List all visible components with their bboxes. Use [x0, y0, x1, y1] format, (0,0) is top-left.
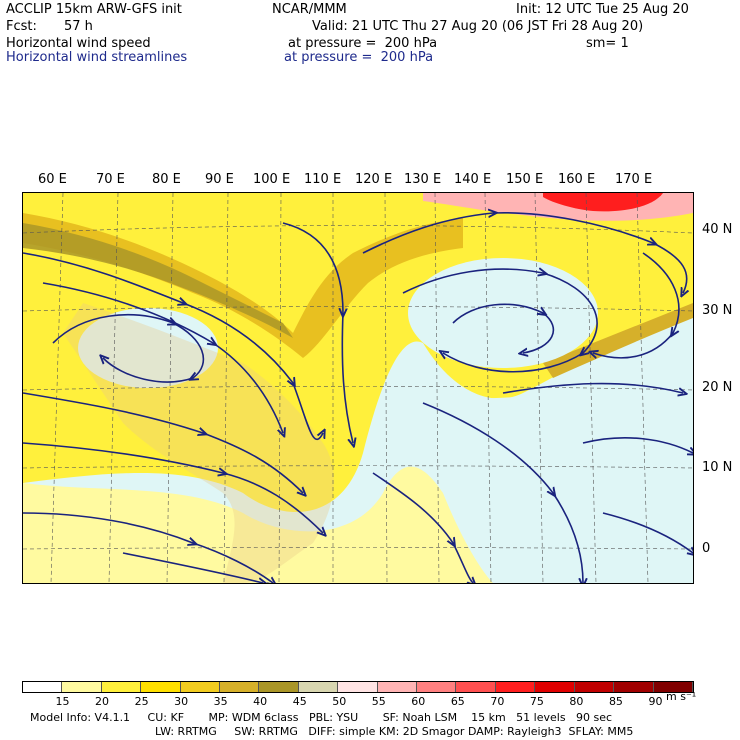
colorbar-unit: m s⁻¹ — [666, 690, 697, 703]
lon-label: 100 E — [253, 172, 291, 187]
lon-label: 120 E — [355, 172, 393, 187]
jet-core — [23, 223, 293, 338]
colorbar-swatch — [614, 682, 654, 692]
fcst-value: 57 h — [64, 19, 93, 34]
field2-name: Horizontal wind streamlines — [6, 50, 188, 65]
colorbar-swatch — [62, 682, 102, 692]
lon-label: 170 E — [615, 172, 653, 187]
model-info-line: Model Info: V4.1.1 CU: KF MP: WDM 6class… — [30, 711, 613, 724]
colorbar-tick-label: 45 — [292, 695, 307, 708]
colorbar-swatch — [338, 682, 378, 692]
physics-info-line: LW: RRTMG SW: RRTMG DIFF: simple KM: 2D … — [155, 725, 634, 738]
streamlines — [23, 213, 693, 583]
lat-label: 30 N — [702, 303, 733, 318]
colorbar-tick-label: 50 — [332, 695, 347, 708]
colorbar-swatch — [220, 682, 260, 692]
colorbar-tick-label: 40 — [253, 695, 268, 708]
org-label: NCAR/MMM — [272, 2, 347, 17]
colorbar-tick-label: 35 — [213, 695, 228, 708]
colorbar-tick-label: 90 — [648, 695, 663, 708]
calm-region — [403, 373, 693, 583]
lon-label: 80 E — [152, 172, 181, 187]
colorbar-swatch — [574, 682, 615, 692]
colorbar-tick-label: 80 — [569, 695, 584, 708]
lon-label: 70 E — [96, 172, 125, 187]
lon-label: 140 E — [454, 172, 492, 187]
colorbar-tick-label: 30 — [174, 695, 189, 708]
colorbar-tick-label: 15 — [55, 695, 70, 708]
colorbar-swatch — [535, 682, 575, 692]
colorbar-tick-label: 75 — [529, 695, 544, 708]
field2-level: at pressure = 200 hPa — [284, 50, 434, 65]
colorbar-swatch — [101, 682, 142, 692]
lat-label: 40 N — [702, 222, 733, 237]
init-time: Init: 12 UTC Tue 25 Aug 20 — [516, 2, 689, 17]
lon-label: 110 E — [304, 172, 342, 187]
jet-core — [23, 213, 463, 358]
colorbar-swatch — [259, 682, 299, 692]
colorbar-tick-label: 25 — [134, 695, 149, 708]
colorbar-tick-label: 55 — [371, 695, 386, 708]
lat-label: 0 — [702, 541, 711, 556]
colorbar-swatch — [417, 682, 457, 692]
colorbar-swatch — [495, 682, 536, 692]
colorbar-tick-label: 65 — [450, 695, 465, 708]
colorbar-swatch — [653, 682, 693, 692]
map-panel — [22, 192, 694, 584]
colorbar-swatch — [180, 682, 221, 692]
field1-smoothing: sm= 1 — [586, 36, 629, 51]
lon-label: 90 E — [205, 172, 234, 187]
field1-name: Horizontal wind speed — [6, 36, 151, 51]
colorbar-swatch — [141, 682, 181, 692]
lat-label: 10 N — [702, 460, 733, 475]
colorbar-tick-label: 20 — [95, 695, 110, 708]
wind-map — [23, 193, 693, 583]
colorbar-tick-label: 60 — [411, 695, 426, 708]
lon-label: 150 E — [506, 172, 544, 187]
jet-max — [543, 193, 663, 212]
colorbar — [22, 681, 694, 693]
colorbar-swatch — [377, 682, 418, 692]
colorbar-tick-label: 70 — [490, 695, 505, 708]
colorbar-swatch — [23, 682, 63, 692]
lon-label: 160 E — [558, 172, 596, 187]
lon-label: 130 E — [404, 172, 442, 187]
fcst-label: Fcst: — [6, 19, 37, 34]
colorbar-swatch — [298, 682, 339, 692]
colorbar-swatch — [456, 682, 496, 692]
valid-time: Valid: 21 UTC Thu 27 Aug 20 (06 JST Fri … — [312, 19, 644, 34]
model-title: ACCLIP 15km ARW-GFS init — [6, 2, 182, 17]
lon-label: 60 E — [38, 172, 67, 187]
field1-level: at pressure = 200 hPa — [288, 36, 438, 51]
lat-label: 20 N — [702, 380, 733, 395]
colorbar-tick-label: 85 — [608, 695, 623, 708]
